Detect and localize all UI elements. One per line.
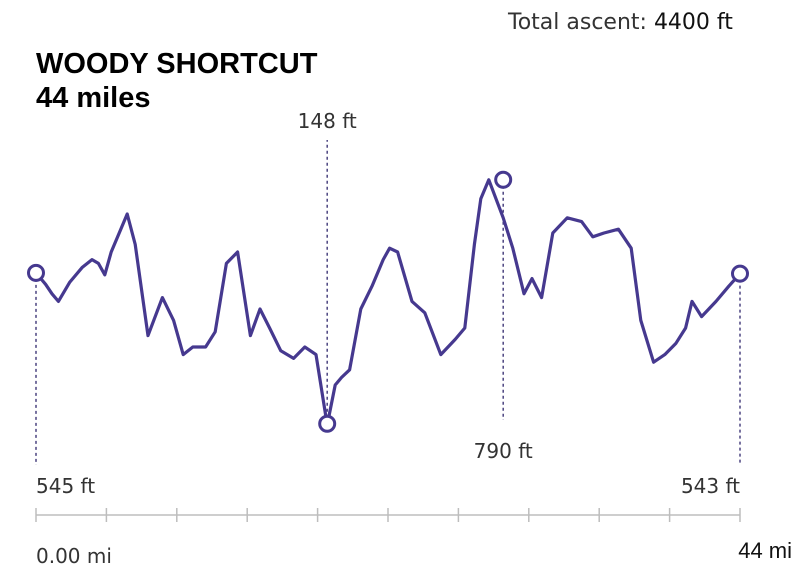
elevation-label-1: 148 ft	[298, 109, 357, 133]
total-ascent-value: 4400 ft	[653, 10, 733, 35]
elevation-marker-1	[318, 414, 337, 433]
route-distance: 44 miles	[36, 82, 151, 114]
total-ascent: Total ascent: 4400 ft	[508, 10, 733, 35]
elevation-line	[34, 178, 742, 427]
elevation-label-2: 790 ft	[474, 439, 533, 463]
elevation-marker-0	[27, 263, 45, 282]
x-tick-label-start: 0.00 mi	[36, 544, 112, 568]
route-title: WOODY SHORTCUT	[36, 48, 318, 80]
elevation-label-3: 543 ft	[681, 474, 740, 498]
elevation-marker-3	[731, 264, 749, 283]
elevation-label-0: 545 ft	[36, 474, 95, 498]
elevation-marker-2	[494, 170, 513, 189]
route-title-block: WOODY SHORTCUT 44 miles	[36, 46, 317, 114]
x-tick-label-end: 44 mi	[738, 538, 792, 563]
total-ascent-label: Total ascent:	[508, 10, 647, 35]
